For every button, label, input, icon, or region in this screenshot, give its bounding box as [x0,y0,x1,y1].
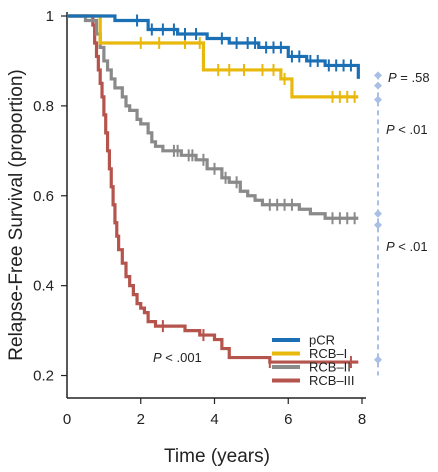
bracket-marker [374,220,382,229]
axes: 0.2 0.4 0.6 0.8 1 0 2 4 6 8 [33,8,366,428]
p-value-pcr-vs-rcb1: P = .58 [388,70,430,85]
y-tick-label: 0.6 [33,188,54,205]
p-value-rcb1-vs-rcb2: P < .01 [386,122,428,137]
bracket-marker [374,71,382,80]
y-axis-label: Relapse-Free Survival (proportion) [6,69,27,360]
y-tick-label: 0.4 [33,278,54,295]
bracket-marker [374,95,382,104]
legend-label: RCB–III [309,373,355,388]
x-tick-label: 4 [210,411,218,428]
x-tick-label: 0 [63,411,71,428]
annotations: P < .001 P = .58 P < .01 P < .01 [153,70,430,376]
x-axis-label: Time (years) [164,446,270,467]
y-tick-label: 0.2 [33,368,54,385]
survival-curves [67,14,360,369]
y-tick-label: 1 [46,8,54,25]
series-line-RCB–I [67,14,359,99]
bracket-marker [374,81,382,90]
x-tick-label: 2 [137,411,145,428]
bracket-marker [374,209,382,218]
legend-label: pCR [309,333,335,348]
x-tick-label: 8 [358,411,366,428]
series-line-RCB–III [67,14,359,364]
series-line-pCR [67,14,360,79]
legend-label: RCB–II [309,360,351,375]
bracket-marker [374,355,382,364]
legend-label: RCB–I [309,346,347,361]
p-value-overall: P < .001 [153,350,202,365]
series-line-RCB–II [67,14,359,220]
p-value-rcb2-vs-rcb3: P < .01 [386,239,428,254]
y-tick-label: 0.8 [33,98,54,115]
x-tick-label: 6 [284,411,292,428]
